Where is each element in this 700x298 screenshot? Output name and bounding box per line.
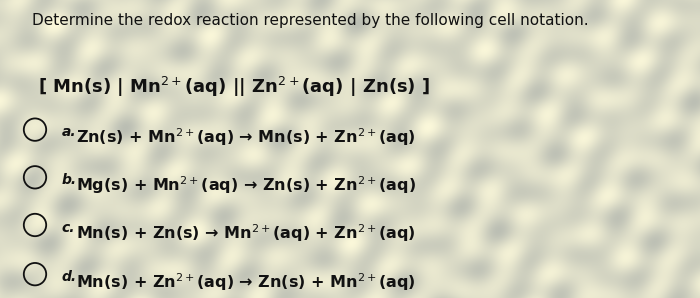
- Text: a.: a.: [62, 125, 76, 139]
- Text: b.: b.: [62, 173, 77, 187]
- Text: [ Mn(s) | Mn$^{2+}$(aq) || Zn$^{2+}$(aq) | Zn(s) ]: [ Mn(s) | Mn$^{2+}$(aq) || Zn$^{2+}$(aq)…: [38, 74, 430, 99]
- Text: Mn(s) + Zn$^{2+}$(aq) → Zn(s) + Mn$^{2+}$(aq): Mn(s) + Zn$^{2+}$(aq) → Zn(s) + Mn$^{2+}…: [76, 271, 415, 293]
- Text: Zn(s) + Mn$^{2+}$(aq) → Mn(s) + Zn$^{2+}$(aq): Zn(s) + Mn$^{2+}$(aq) → Mn(s) + Zn$^{2+}…: [76, 127, 415, 148]
- Text: Mg(s) + Mn$^{2+}$(aq) → Zn(s) + Zn$^{2+}$(aq): Mg(s) + Mn$^{2+}$(aq) → Zn(s) + Zn$^{2+}…: [76, 174, 416, 196]
- Text: c.: c.: [62, 221, 75, 235]
- Text: d.: d.: [62, 270, 77, 284]
- Text: Determine the redox reaction represented by the following cell notation.: Determine the redox reaction represented…: [32, 13, 588, 28]
- Text: Mn(s) + Zn(s) → Mn$^{2+}$(aq) + Zn$^{2+}$(aq): Mn(s) + Zn(s) → Mn$^{2+}$(aq) + Zn$^{2+}…: [76, 222, 415, 244]
